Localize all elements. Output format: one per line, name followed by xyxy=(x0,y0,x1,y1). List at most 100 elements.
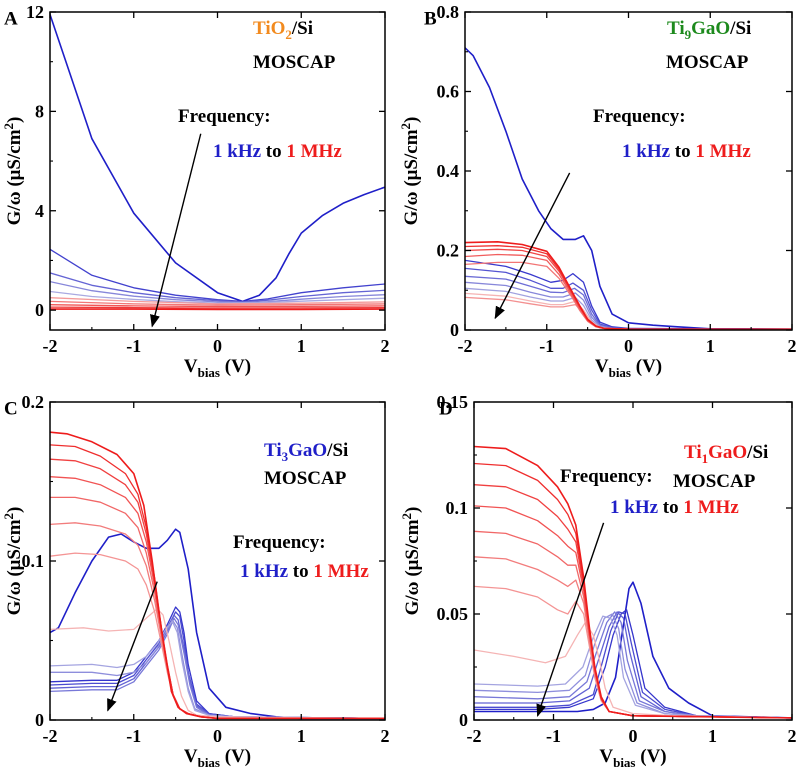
x-tick-label: 1 xyxy=(706,336,715,356)
y-tick-label: 0.1 xyxy=(446,498,469,518)
y-axis-title: G/ω (μS/cm2) xyxy=(398,117,422,226)
x-tick-label: 2 xyxy=(381,726,390,746)
frequency-range-label: 1 kHz to 1 MHz xyxy=(213,141,342,162)
x-tick-label: -1 xyxy=(539,336,554,356)
series-line-f4 xyxy=(50,614,385,720)
x-tick-label: 0 xyxy=(629,726,638,746)
x-axis-title: Vbias (V) xyxy=(595,356,662,380)
series-line-f5 xyxy=(474,611,792,719)
series-line-f10 xyxy=(465,253,792,330)
y-tick-label: 0.1 xyxy=(22,551,45,571)
series-line-f10 xyxy=(50,522,385,720)
panel-d: -2 -1 0 1 2 0 0.05 0.1 0.15D Vbias (V) G/ω (μS/cm2… xyxy=(399,392,797,770)
series-line-f2 xyxy=(465,259,792,330)
series-line-f6 xyxy=(50,619,385,720)
series-line-f8 xyxy=(474,621,792,719)
y-tick-label: 0.15 xyxy=(437,392,469,412)
material-label: Ti3GaO/Si xyxy=(264,440,348,464)
series-line-f7 xyxy=(50,300,385,306)
x-tick-label: -1 xyxy=(546,726,561,746)
y-tick-label: 0 xyxy=(459,710,468,730)
series-line-f4 xyxy=(474,611,792,719)
panel-letter: A xyxy=(4,8,18,29)
x-tick-label: -2 xyxy=(467,726,482,746)
x-axis-title: Vbias (V) xyxy=(184,746,251,770)
y-tick-label: 0.4 xyxy=(437,161,460,181)
x-tick-label: -2 xyxy=(458,336,473,356)
panel-letter: D xyxy=(439,398,453,419)
x-tick-label: -1 xyxy=(126,726,141,746)
device-label: MOSCAP xyxy=(673,471,756,492)
series-line-f8 xyxy=(50,608,385,720)
y-axis-title: G/ω (μS/cm2) xyxy=(399,507,423,616)
series-line-f6 xyxy=(50,297,385,305)
frequency-range-label: 1 kHz to 1 MHz xyxy=(622,141,751,162)
panel-letter: C xyxy=(4,398,18,419)
y-tick-label: 0.2 xyxy=(22,392,45,412)
series-group xyxy=(50,431,385,720)
y-tick-label: 0.05 xyxy=(437,604,469,624)
y-tick-label: 4 xyxy=(35,201,44,221)
series-line-f3 xyxy=(50,272,385,303)
x-tick-label: 2 xyxy=(788,336,797,356)
x-tick-label: 0 xyxy=(213,726,222,746)
series-line-f12 xyxy=(50,476,385,720)
frequency-arrow xyxy=(107,581,158,712)
series-line-f7 xyxy=(465,292,792,330)
series-line-f13 xyxy=(50,458,385,720)
series-line-f4 xyxy=(465,275,792,330)
material-label: TiO2/Si xyxy=(253,18,313,42)
frequency-arrow xyxy=(150,133,202,328)
device-label: MOSCAP xyxy=(264,468,347,489)
series-group xyxy=(474,445,792,719)
frequency-range-label: 1 kHz to 1 MHz xyxy=(610,497,739,518)
panel-b: -2 -1 0 1 2 0 0.2 0.4 0.6 0.8B Vbias (V) G/ω (μS/cm… xyxy=(398,2,797,380)
material-label: Ti9GaO/Si xyxy=(667,18,751,42)
x-axis-title: Vbias (V) xyxy=(599,746,666,770)
series-line-f4 xyxy=(50,280,385,304)
y-tick-label: 0.2 xyxy=(437,241,460,261)
series-line-1-mhz xyxy=(474,445,792,719)
x-axis-title: Vbias (V) xyxy=(184,356,251,380)
x-tick-label: 1 xyxy=(297,726,306,746)
series-line-f7 xyxy=(50,620,385,720)
series-line-f8 xyxy=(50,304,385,308)
x-tick-label: -1 xyxy=(126,336,141,356)
y-tick-label: 0 xyxy=(35,300,44,320)
material-label: Ti1GaO/Si xyxy=(684,442,768,466)
y-tick-label: 0.8 xyxy=(437,2,460,22)
x-tick-label: 2 xyxy=(788,726,797,746)
frequency-label: Frequency: xyxy=(178,106,271,127)
series-line-f11 xyxy=(465,248,792,330)
series-line-f2 xyxy=(50,606,385,720)
frequency-label: Frequency: xyxy=(593,106,686,127)
panel-letter: B xyxy=(424,8,437,29)
series-line-f3 xyxy=(474,611,792,719)
x-tick-label: 0 xyxy=(624,336,633,356)
x-tick-label: 0 xyxy=(213,336,222,356)
x-tick-label: -2 xyxy=(43,336,58,356)
y-tick-label: 12 xyxy=(26,2,44,22)
series-line-f3 xyxy=(50,611,385,720)
series-line-f3 xyxy=(465,267,792,330)
x-tick-label: 2 xyxy=(381,336,390,356)
y-tick-label: 8 xyxy=(35,101,44,121)
y-tick-label: 0.6 xyxy=(437,82,460,102)
series-line-1-khz xyxy=(465,46,792,330)
series-group xyxy=(465,46,792,330)
series-line-f9 xyxy=(465,261,792,330)
y-tick-label: 0 xyxy=(450,320,459,340)
series-line-f9 xyxy=(50,306,385,309)
series-line-f2 xyxy=(474,609,792,719)
y-axis-title: G/ω (μS/cm2) xyxy=(1,117,25,226)
series-line-f5 xyxy=(50,617,385,720)
frequency-arrow xyxy=(494,172,571,320)
series-line-1-khz xyxy=(50,13,385,303)
x-tick-label: 1 xyxy=(297,336,306,356)
device-label: MOSCAP xyxy=(253,52,336,73)
series-line-1-khz xyxy=(474,581,792,719)
series-line-1-khz xyxy=(50,528,385,720)
series-line-1-mhz xyxy=(465,241,792,330)
